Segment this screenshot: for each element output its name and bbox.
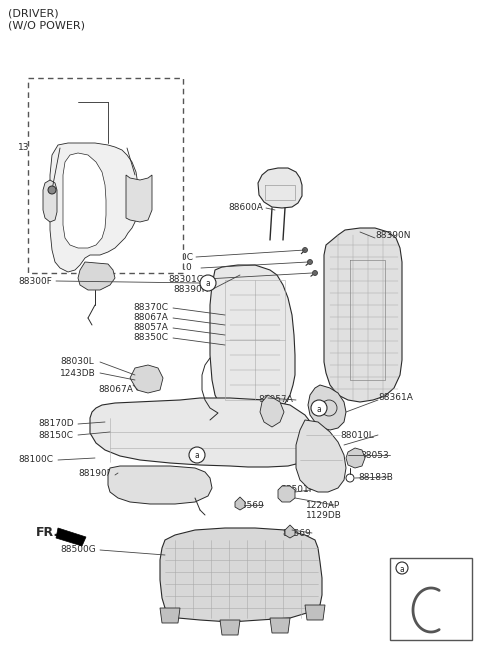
Circle shape bbox=[48, 186, 56, 194]
Polygon shape bbox=[126, 175, 152, 222]
Text: 14915A: 14915A bbox=[418, 567, 453, 576]
Polygon shape bbox=[43, 180, 57, 222]
Text: 88350C: 88350C bbox=[133, 334, 168, 343]
Text: 88301C: 88301C bbox=[168, 274, 203, 284]
Polygon shape bbox=[308, 385, 346, 430]
Text: 88610: 88610 bbox=[163, 263, 192, 272]
Text: a: a bbox=[400, 565, 404, 574]
Text: 88361A: 88361A bbox=[378, 393, 413, 403]
Text: a: a bbox=[205, 280, 210, 288]
Text: 14915A: 14915A bbox=[413, 563, 448, 572]
Text: a: a bbox=[317, 405, 322, 413]
Polygon shape bbox=[270, 618, 290, 633]
Polygon shape bbox=[210, 265, 295, 420]
Text: 88301C: 88301C bbox=[78, 97, 113, 107]
Text: 88010L: 88010L bbox=[340, 430, 374, 440]
Polygon shape bbox=[78, 262, 115, 290]
Text: FR.: FR. bbox=[36, 526, 59, 540]
Text: 1129DB: 1129DB bbox=[306, 511, 342, 520]
Polygon shape bbox=[258, 168, 302, 208]
Text: 88390H: 88390H bbox=[173, 286, 208, 295]
Circle shape bbox=[200, 275, 216, 291]
Polygon shape bbox=[108, 466, 212, 504]
Circle shape bbox=[312, 270, 317, 276]
Text: 88500G: 88500G bbox=[60, 545, 96, 555]
Text: 88300F: 88300F bbox=[18, 276, 52, 286]
Polygon shape bbox=[90, 398, 318, 467]
Text: 1243DB: 1243DB bbox=[60, 368, 96, 378]
Text: 88610C: 88610C bbox=[158, 253, 193, 261]
Text: 88600A: 88600A bbox=[228, 203, 263, 213]
Text: 1220AP: 1220AP bbox=[306, 501, 340, 509]
Text: (W/O POWER): (W/O POWER) bbox=[8, 20, 85, 30]
Polygon shape bbox=[278, 486, 295, 502]
Polygon shape bbox=[324, 228, 402, 402]
Polygon shape bbox=[235, 497, 245, 510]
FancyArrowPatch shape bbox=[64, 534, 80, 541]
Polygon shape bbox=[305, 605, 325, 620]
Text: 88370C: 88370C bbox=[133, 303, 168, 313]
Text: 88910T: 88910T bbox=[128, 143, 162, 153]
Text: 88183B: 88183B bbox=[358, 472, 393, 482]
Polygon shape bbox=[56, 528, 86, 546]
Polygon shape bbox=[346, 448, 365, 468]
Text: 88390N: 88390N bbox=[375, 230, 410, 240]
Text: (DRIVER): (DRIVER) bbox=[8, 8, 59, 18]
FancyBboxPatch shape bbox=[390, 558, 472, 640]
Polygon shape bbox=[130, 365, 163, 393]
Circle shape bbox=[396, 562, 408, 574]
Polygon shape bbox=[220, 620, 240, 635]
Polygon shape bbox=[285, 525, 295, 538]
Text: 88053: 88053 bbox=[360, 451, 389, 459]
Text: 88057A: 88057A bbox=[133, 324, 168, 332]
Text: 88030L: 88030L bbox=[60, 357, 94, 367]
Text: 88569: 88569 bbox=[282, 528, 311, 538]
Text: 88569: 88569 bbox=[235, 501, 264, 509]
Text: 88100C: 88100C bbox=[18, 455, 53, 465]
Text: 88150C: 88150C bbox=[38, 430, 73, 440]
Text: 1338AC: 1338AC bbox=[18, 143, 53, 153]
Polygon shape bbox=[63, 153, 106, 248]
Text: 88067A: 88067A bbox=[133, 313, 168, 322]
Text: 88190B: 88190B bbox=[78, 468, 113, 478]
Polygon shape bbox=[260, 395, 284, 427]
Text: a: a bbox=[194, 451, 199, 461]
Polygon shape bbox=[160, 528, 322, 622]
Polygon shape bbox=[160, 608, 180, 623]
Polygon shape bbox=[50, 143, 138, 272]
Text: 88501P: 88501P bbox=[280, 486, 314, 495]
Circle shape bbox=[308, 259, 312, 265]
Polygon shape bbox=[296, 420, 346, 492]
Circle shape bbox=[311, 400, 327, 416]
Text: (W/SIDE AIR BAG): (W/SIDE AIR BAG) bbox=[35, 88, 115, 97]
Circle shape bbox=[189, 447, 205, 463]
Text: 88170D: 88170D bbox=[38, 420, 73, 428]
FancyBboxPatch shape bbox=[28, 78, 183, 273]
Circle shape bbox=[302, 247, 308, 253]
Text: 88057A: 88057A bbox=[258, 395, 293, 405]
Text: 88067A: 88067A bbox=[98, 386, 133, 395]
